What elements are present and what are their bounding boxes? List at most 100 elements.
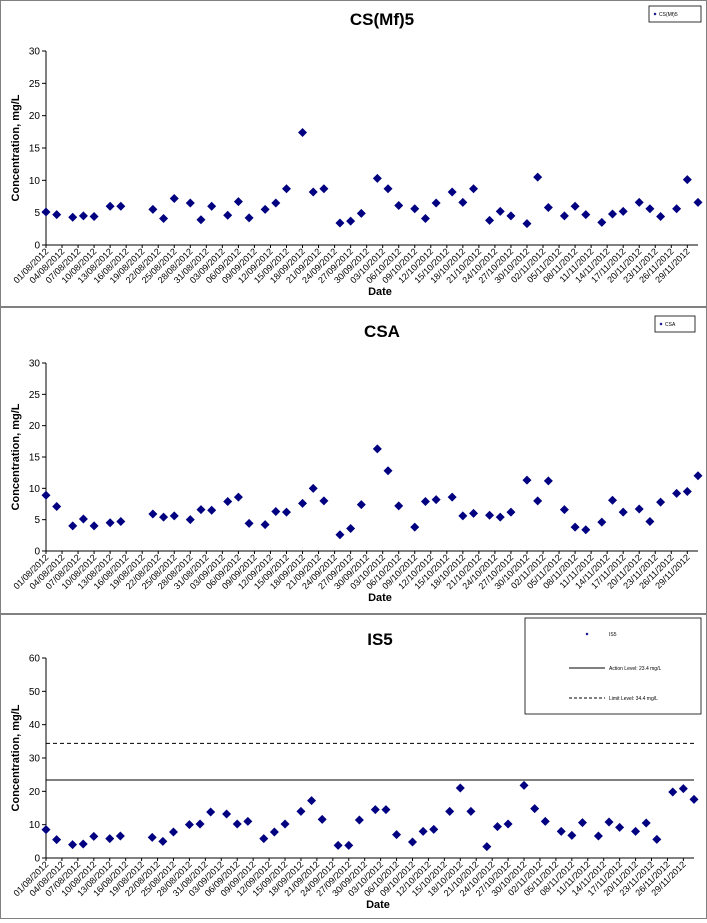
- data-point: [519, 780, 529, 790]
- data-point: [271, 198, 281, 208]
- data-point: [394, 201, 404, 211]
- data-point: [394, 501, 404, 511]
- y-tick-label: 25: [29, 79, 41, 90]
- data-point: [346, 216, 356, 226]
- data-point: [260, 520, 270, 530]
- data-point: [455, 783, 465, 793]
- y-tick-label: 50: [29, 687, 41, 698]
- data-point: [618, 206, 628, 216]
- data-point: [78, 514, 88, 524]
- y-tick-label: 0: [34, 241, 40, 252]
- y-tick-label: 10: [29, 484, 41, 495]
- data-point: [296, 806, 306, 816]
- data-point: [356, 500, 366, 510]
- data-point: [482, 842, 492, 852]
- legend-label: IS5: [609, 632, 617, 638]
- data-point: [420, 213, 430, 223]
- data-point: [356, 208, 366, 218]
- y-tick-label: 15: [29, 144, 41, 155]
- legend-box: [654, 315, 696, 333]
- data-point: [559, 505, 569, 515]
- data-point: [319, 496, 329, 506]
- data-point: [604, 817, 614, 827]
- data-point: [567, 830, 577, 840]
- data-point: [222, 809, 232, 819]
- data-point: [244, 213, 254, 223]
- data-point: [682, 486, 692, 496]
- y-tick-label: 0: [34, 547, 40, 558]
- data-point: [540, 816, 550, 826]
- data-point: [407, 837, 417, 847]
- data-point: [607, 209, 617, 219]
- data-point: [115, 831, 125, 841]
- data-point: [641, 818, 651, 828]
- data-point: [116, 201, 126, 211]
- data-point: [492, 822, 502, 832]
- data-point: [597, 217, 607, 227]
- data-point: [445, 806, 455, 816]
- data-point: [383, 184, 393, 194]
- y-tick-label: 10: [29, 820, 41, 831]
- data-point: [543, 202, 553, 212]
- data-point: [298, 498, 308, 508]
- data-point: [319, 184, 329, 194]
- data-point: [260, 204, 270, 214]
- data-point: [689, 794, 699, 804]
- data-point: [533, 496, 543, 506]
- data-point: [184, 820, 194, 830]
- x-axis-title: Date: [366, 899, 390, 911]
- data-point: [530, 804, 540, 814]
- data-point: [232, 819, 242, 829]
- legend-box: [648, 5, 702, 23]
- y-tick-label: 20: [29, 421, 41, 432]
- data-point: [223, 210, 233, 220]
- data-point: [383, 466, 393, 476]
- legend-box: [524, 617, 702, 715]
- data-point: [458, 511, 468, 521]
- data-point: [317, 814, 327, 824]
- data-point: [678, 784, 688, 794]
- data-point: [556, 826, 566, 836]
- data-point: [196, 505, 206, 515]
- data-point: [506, 507, 516, 517]
- data-point: [68, 521, 78, 531]
- data-point: [259, 834, 269, 844]
- chart-panel-csmf5: CS(Mf)5 0 5 10 15 20 25 30 Concentration, mg/L 01…: [0, 0, 707, 307]
- data-point: [420, 496, 430, 506]
- data-point: [68, 212, 78, 222]
- data-point: [147, 832, 157, 842]
- data-point: [89, 521, 99, 531]
- chart-title: CS(Mf)5: [350, 10, 414, 29]
- data-point: [607, 495, 617, 505]
- data-point: [105, 201, 115, 211]
- legend-label: CSA: [665, 322, 676, 328]
- data-point: [615, 822, 625, 832]
- data-point: [159, 512, 169, 522]
- legend-marker: [585, 632, 589, 636]
- data-point: [168, 827, 178, 837]
- data-point: [185, 515, 195, 525]
- legend-label: Limit Level: 34.4 mg/L: [609, 696, 658, 702]
- data-point: [344, 840, 354, 850]
- data-point: [431, 198, 441, 208]
- data-point: [503, 819, 513, 829]
- chart-title: CSA: [364, 322, 400, 341]
- data-point: [485, 510, 495, 520]
- data-point: [41, 490, 51, 500]
- data-point: [447, 187, 457, 197]
- legend-label: Action Level: 23.4 mg/L: [609, 666, 661, 672]
- data-point: [693, 197, 703, 207]
- data-point: [381, 805, 391, 815]
- data-point: [485, 215, 495, 225]
- data-point: [372, 173, 382, 183]
- y-tick-label: 40: [29, 720, 41, 731]
- data-point: [271, 507, 281, 517]
- data-point: [105, 518, 115, 528]
- data-point: [78, 839, 88, 849]
- data-point: [207, 201, 217, 211]
- data-point: [693, 471, 703, 481]
- y-tick-label: 20: [29, 787, 41, 798]
